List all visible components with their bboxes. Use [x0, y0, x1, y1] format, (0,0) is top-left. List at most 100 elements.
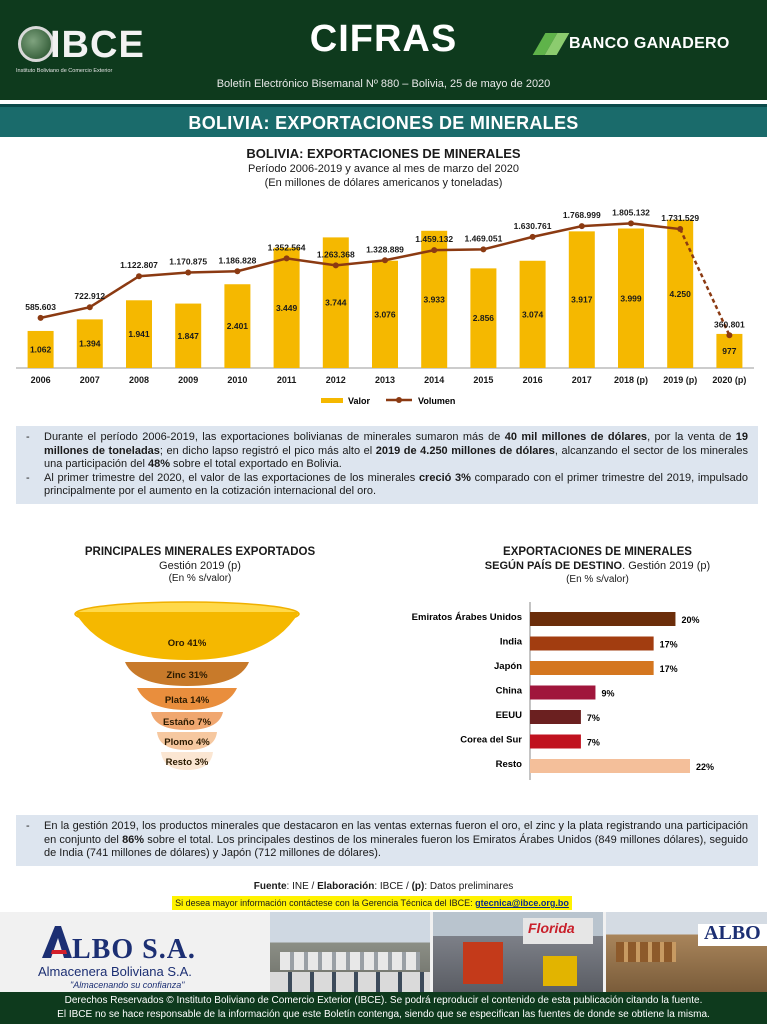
footer: Derechos Reservados © Instituto Bolivian… — [0, 992, 767, 1024]
funnel-segment-oro — [75, 612, 299, 660]
bar-valor — [421, 230, 448, 368]
volumen-value-label: 1.630.761 — [514, 221, 552, 231]
volumen-value-label: 1.805.132 — [612, 207, 650, 217]
funnel-segment-plomo — [157, 732, 217, 750]
bar-valor — [519, 260, 546, 368]
bar-valor — [126, 300, 152, 368]
albo-a-icon — [42, 926, 72, 958]
volumen-line-projection — [679, 228, 731, 336]
dest-category-label: Resto — [496, 759, 523, 770]
dest-value-label: 17% — [660, 640, 678, 650]
funnel-label: Plata 14% — [165, 695, 210, 706]
ibce-logo[interactable]: IBCE Instituto Boliviano de Comercio Ext… — [14, 12, 144, 78]
volumen-point — [628, 220, 634, 227]
x-tick-label: 2007 — [80, 375, 100, 385]
bar-valor — [470, 268, 497, 368]
logo-subtext: Instituto Boliviano de Comercio Exterior — [16, 68, 113, 74]
funnel-label: Resto 3% — [166, 757, 209, 768]
x-tick-label: 2020 (p) — [712, 375, 746, 385]
note-paragraph: - En la gestión 2019, los productos miner… — [26, 820, 748, 861]
preliminary-label: (p) — [411, 881, 425, 892]
x-tick-label: 2015 — [473, 375, 493, 385]
bar-value-label: 1.847 — [178, 331, 200, 341]
bar-value-label: 3.744 — [325, 298, 347, 308]
bank-mark-icon — [532, 33, 570, 55]
volumen-point — [86, 304, 93, 311]
bulletin-line: Boletín Electrónico Bisemanal Nº 880 – B… — [216, 78, 551, 90]
dest-bar — [530, 759, 690, 773]
albo-logo: LBO S.A. Almacenera Boliviana S.A. "Alma… — [38, 920, 238, 990]
dest-category-label: India — [500, 637, 523, 648]
note-emphasis: 48% — [147, 458, 170, 470]
dest-title2-suffix: . Gestión 2019 (p) — [622, 560, 711, 572]
bar-valor — [76, 319, 103, 368]
volumen-point — [677, 226, 684, 233]
dest-value-label: 20% — [681, 615, 699, 625]
bullet-dash: - — [26, 431, 30, 443]
funnel-label: Zinc 31% — [166, 670, 208, 681]
volumen-value-label: 1.170.875 — [169, 257, 207, 267]
volumen-value-label: 1.263.368 — [317, 249, 355, 259]
dest-bar — [530, 636, 654, 651]
bank-logo[interactable]: BANCO GANADERO — [532, 33, 730, 55]
bar-value-label: 3.074 — [522, 309, 544, 319]
note-text: , por la venta de — [647, 431, 736, 443]
destination-bar-chart: Emiratos Árabes Unidos 20% India 17% Japón 17… — [412, 602, 714, 780]
volumen-point — [480, 246, 487, 253]
note-text: ; en dicho lapso registró el pico más al… — [159, 444, 376, 457]
x-tick-label: 2013 — [375, 375, 395, 385]
dest-title: EXPORTACIONES DE MINERALES — [503, 546, 692, 558]
bar-valor — [618, 228, 644, 368]
contact-email-link[interactable]: gtecnica@ibce.org.bo — [475, 898, 569, 908]
bullet-dash: - — [26, 471, 30, 484]
chart1-subtitle: Período 2006-2019 y avance al mes de mar… — [248, 163, 519, 175]
dest-category-label: EEUU — [496, 710, 523, 721]
note-paragraph: - Durante el período 2006-2019, las expor… — [26, 431, 748, 472]
volumen-point — [332, 262, 339, 269]
x-tick-label: 2011 — [277, 375, 297, 385]
chart1-subtitle2: (En millones de dólares americanos y ton… — [264, 177, 503, 189]
volumen-value-label: 1.768.999 — [563, 210, 601, 220]
volumen-value-label: 1.459.132 — [415, 234, 453, 244]
volumen-value-label: 1.731.529 — [661, 213, 699, 223]
port-photo: ALBO — [606, 912, 767, 992]
volumen-point — [431, 247, 438, 254]
section-bar: BOLIVIA: EXPORTACIONES DE MINERALES — [0, 104, 767, 137]
volumen-point — [136, 273, 142, 280]
bank-name: BANCO GANADERO — [569, 35, 730, 52]
exports-combo-chart: 1.062 2006 1.394 2007 1.941 2008 1.847 2009 2.40… — [16, 207, 754, 406]
volumen-value-label: 1.186.828 — [218, 255, 256, 265]
dest-category-label: Emiratos Árabes Unidos — [412, 612, 522, 623]
funnel-segment-zinc — [125, 662, 249, 686]
minerals-funnel-chart: Oro 41% Zinc 31% Plata 14% Estaño 7% Plomo 4… — [74, 601, 300, 770]
note-text: , alcanzando el sector de los minerales … — [44, 444, 748, 471]
footer-line2: El IBCE no se hace responsable de la inf… — [57, 1009, 710, 1020]
footer-line1: Derechos Reservados © Instituto Bolivian… — [64, 995, 703, 1006]
dest-title2-bold: SEGÚN PAÍS DE DESTINO — [484, 560, 623, 572]
contact-text: Si desea mayor información contáctese co… — [175, 898, 476, 908]
note-text: sobre el total exportado en Bolivia. — [170, 458, 342, 470]
source-text: : INE / — [286, 881, 318, 892]
bar-valor — [27, 330, 54, 368]
source-label: Fuente — [253, 881, 287, 892]
funnel-label: Plomo 4% — [164, 737, 210, 748]
albo-advertisement[interactable]: LBO S.A. Almacenera Boliviana S.A. "Alma… — [0, 912, 767, 992]
volumen-value-label: 1.328.889 — [366, 244, 404, 254]
dest-value-label: 17% — [660, 664, 678, 674]
note-text: Durante el período 2006-2019, las export… — [44, 431, 505, 443]
x-tick-label: 2018 (p) — [614, 375, 648, 385]
dest-bar — [530, 685, 596, 700]
bar-value-label: 1.941 — [128, 329, 150, 339]
x-tick-label: 2019 (p) — [663, 375, 697, 385]
albo-brand: LBO S.A. — [72, 934, 196, 965]
bar-value-label: 1.394 — [79, 339, 101, 349]
note-text: sobre el total. Los principales destinos… — [44, 833, 749, 860]
volumen-value-label: 1.352.564 — [268, 242, 306, 252]
legend-swatch-volumen-dot — [396, 397, 402, 403]
funnel-title: PRINCIPALES MINERALES EXPORTADOS — [84, 546, 316, 558]
bar-value-label: 3.917 — [571, 295, 593, 305]
note-emphasis: 19 millones de toneladas — [44, 431, 748, 457]
dest-title2: SEGÚN PAÍS DE DESTINO. Gestión 2019 (p) — [420, 560, 767, 572]
note-emphasis: 40 mil millones de dólares — [504, 431, 648, 443]
volumen-value-label: 1.122.807 — [120, 260, 158, 270]
